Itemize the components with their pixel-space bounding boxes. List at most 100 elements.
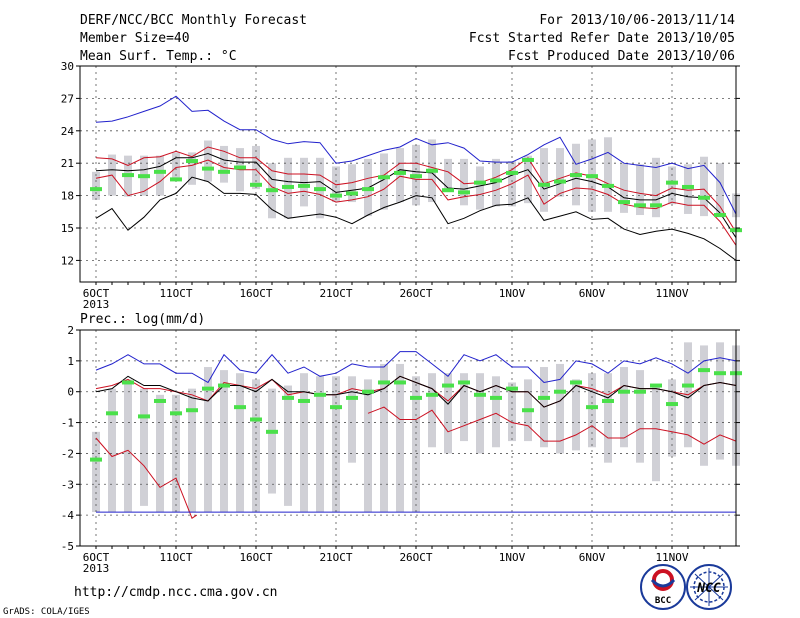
x-tick-label: 1NOV — [499, 287, 526, 300]
observed-marker — [282, 184, 294, 189]
observed-marker — [602, 183, 614, 188]
observed-marker — [682, 184, 694, 189]
y-tick-label: 30 — [61, 60, 74, 73]
x-tick-label: 26OCT — [399, 287, 432, 300]
series-line-ensemble-lower — [367, 406, 737, 445]
observed-marker — [586, 405, 598, 410]
observed-marker — [218, 169, 230, 174]
observed-marker — [618, 389, 630, 394]
observed-marker — [474, 392, 486, 397]
spread-box — [684, 164, 692, 214]
observed-marker — [362, 187, 374, 192]
ncc-logo: NCC — [686, 564, 732, 610]
spread-box — [204, 140, 212, 182]
observed-marker — [234, 165, 246, 170]
observed-marker — [314, 187, 326, 192]
spread-box — [604, 137, 612, 212]
series-line-ensemble-lower — [95, 159, 737, 246]
spread-box — [636, 164, 644, 216]
y-tick-label: -5 — [61, 540, 74, 553]
grads-credit: GrADS: COLA/IGES — [3, 607, 90, 617]
ncc-logo-text: NCC — [696, 581, 721, 596]
fcst-started: Fcst Started Refer Date 2013/10/05 — [469, 31, 735, 46]
spread-box — [668, 166, 676, 205]
observed-marker — [506, 386, 518, 391]
x-tick-label: 11OCT — [159, 287, 192, 300]
observed-marker — [250, 417, 262, 422]
spread-box — [636, 370, 644, 463]
title-right: For 2013/10/06-2013/11/14 — [539, 13, 735, 28]
observed-marker — [554, 179, 566, 184]
x-tick-label: 11OCT — [159, 551, 192, 564]
spread-box — [380, 363, 388, 513]
observed-marker — [186, 408, 198, 413]
observed-marker — [698, 195, 710, 200]
prec-panel-title: Prec.: log(mm/d) — [80, 312, 205, 327]
observed-marker — [410, 174, 422, 179]
spread-box — [380, 153, 388, 210]
spread-box — [620, 367, 628, 448]
member-size: Member Size=40 — [80, 31, 190, 46]
spread-box — [588, 373, 596, 448]
x-tick-label: 6NOV — [579, 551, 606, 564]
spread-box — [620, 163, 628, 213]
spread-box — [348, 164, 356, 203]
spread-box — [556, 363, 564, 454]
prec-frame — [79, 329, 737, 547]
spread-box — [316, 376, 324, 513]
observed-marker — [570, 380, 582, 385]
y-tick-label: -1 — [61, 417, 74, 430]
observed-marker — [234, 405, 246, 410]
observed-marker — [106, 411, 118, 416]
series-line-ensemble-min — [95, 176, 737, 261]
spread-box — [668, 379, 676, 457]
observed-marker — [362, 389, 374, 394]
spread-box — [268, 388, 276, 494]
observed-marker — [330, 405, 342, 410]
spread-box — [716, 163, 724, 218]
series-line-ensemble-lower — [95, 437, 198, 519]
footer-url[interactable]: http://cmdp.ncc.cma.gov.cn — [74, 585, 278, 600]
observed-marker — [442, 188, 454, 193]
spread-box — [300, 373, 308, 513]
series-line-ensemble-mean — [95, 152, 737, 238]
y-tick-label: 24 — [61, 125, 75, 138]
spread-box — [508, 382, 516, 442]
y-tick-label: -4 — [61, 509, 75, 522]
title-left: DERF/NCC/BCC Monthly Forecast — [80, 13, 307, 28]
prec-lines — [95, 351, 737, 519]
observed-marker — [138, 414, 150, 419]
observed-marker — [266, 429, 278, 434]
observed-marker — [314, 392, 326, 397]
spread-box — [524, 155, 532, 204]
observed-marker — [634, 389, 646, 394]
y-tick-label: 15 — [61, 222, 74, 235]
observed-marker — [202, 166, 214, 171]
spread-box — [188, 388, 196, 513]
spread-box — [716, 342, 724, 460]
observed-marker — [138, 174, 150, 179]
spread-box — [172, 152, 180, 180]
observed-marker — [394, 170, 406, 175]
spread-box — [92, 171, 100, 200]
x-tick-label: 6NOV — [579, 287, 606, 300]
spread-box — [700, 345, 708, 466]
spread-box — [540, 148, 548, 212]
x-tick-label: 16OCT — [239, 551, 272, 564]
observed-marker — [650, 383, 662, 388]
temp-panel-title: Mean Surf. Temp.: °C — [80, 49, 237, 64]
y-tick-label: 12 — [61, 254, 74, 267]
spread-box — [236, 373, 244, 513]
bcc-logo-text: BCC — [655, 596, 671, 606]
spread-box — [284, 385, 292, 506]
bcc-logo: BCC — [640, 564, 686, 610]
spread-box — [444, 373, 452, 454]
observed-marker — [266, 188, 278, 193]
temp-observed — [90, 157, 742, 233]
observed-marker — [506, 170, 518, 175]
observed-marker — [202, 386, 214, 391]
observed-marker — [298, 183, 310, 188]
x-tick-label: 21OCT — [319, 551, 352, 564]
observed-marker — [618, 200, 630, 205]
